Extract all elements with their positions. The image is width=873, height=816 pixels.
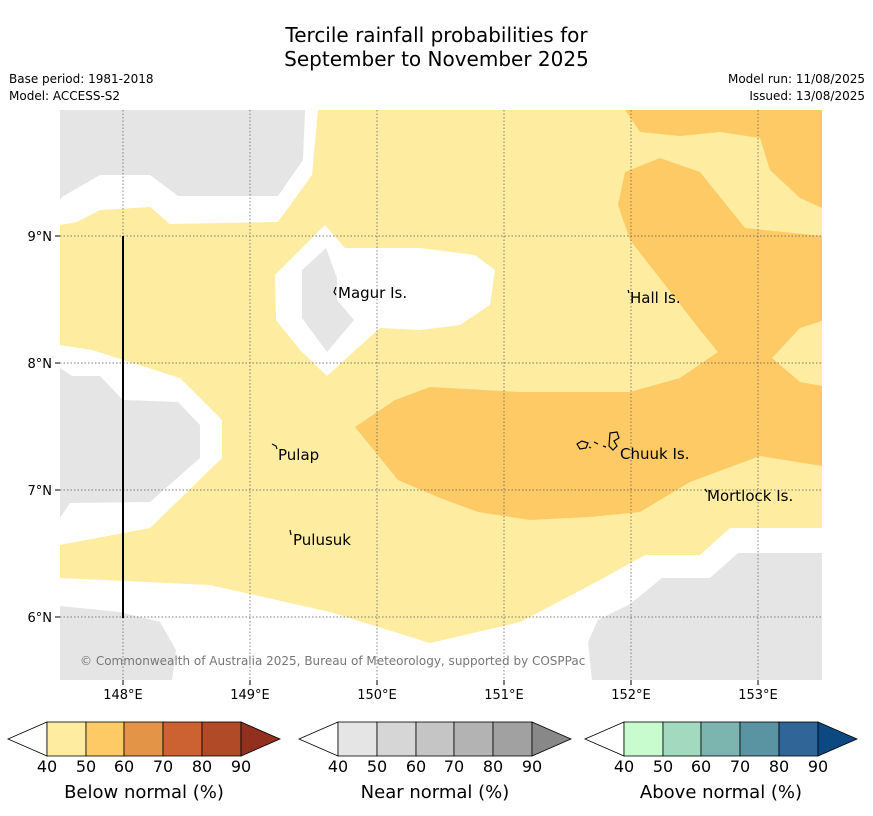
near-normal-west <box>60 368 200 518</box>
issued-date: Issued: 13/08/2025 <box>749 89 865 103</box>
colorbar-below-normal-swatch-3 <box>123 721 164 757</box>
colorbar-near-normal-tick: 50 <box>367 757 387 776</box>
colorbar-above-normal-tick: 90 <box>808 757 828 776</box>
colorbar-below-normal-swatch-1 <box>46 721 87 757</box>
colorbar-near-normal-tick: 40 <box>328 757 348 776</box>
colorbar-above-normal-swatch-5 <box>778 721 819 757</box>
map-panel <box>60 110 822 680</box>
lon-label-151e: 151°E <box>484 688 524 703</box>
colorbar-below-normal: 40 50 60 70 80 90 Below normal (%) <box>6 721 282 803</box>
lat-label-9n: 9°N <box>28 230 53 245</box>
colorbar-near-normal-label: Near normal (%) <box>361 782 510 803</box>
place-label-pulusuk: Pulusuk <box>293 531 351 549</box>
colorbar-above-normal-label: Above normal (%) <box>640 782 802 803</box>
colorbar-near-normal-swatch-4 <box>453 721 494 757</box>
near-normal-southwest <box>60 606 176 680</box>
model-run: Model run: 11/08/2025 <box>727 72 865 86</box>
colorbar-above-normal-tick: 60 <box>691 757 711 776</box>
colorbar-near-normal-lower-extension <box>297 721 339 757</box>
lon-label-153e: 153°E <box>738 688 778 703</box>
lon-label-149e: 149°E <box>230 688 270 703</box>
colorbar-above-normal-tick: 70 <box>730 757 750 776</box>
pulap-island-outline <box>271 443 278 450</box>
below-normal-50-60-chuuk <box>355 158 822 520</box>
colorbar-near-normal-swatch-1 <box>337 721 378 757</box>
colorbar-below-normal-swatch-2 <box>85 721 125 757</box>
colorbar-above-normal-tick: 50 <box>653 757 673 776</box>
colorbar-near-normal-tick: 90 <box>522 757 542 776</box>
lat-label-7n: 7°N <box>28 484 53 499</box>
colorbar-below-normal-swatch-5 <box>201 721 242 757</box>
place-label-pulap: Pulap <box>278 446 319 464</box>
colorbar-above-normal-swatch-3 <box>700 721 741 757</box>
colorbar-near-normal-tick: 60 <box>406 757 426 776</box>
colorbar-near-normal: 40 50 60 70 80 90 Near normal (%) <box>297 721 573 803</box>
colorbar-below-normal-tick: 40 <box>37 757 57 776</box>
place-label-chuuk: Chuuk Is. <box>620 445 689 463</box>
colorbar-near-normal-swatch-3 <box>415 721 455 757</box>
map-title-line2: September to November 2025 <box>284 47 589 71</box>
colorbar-above-normal-lower-extension <box>583 721 625 757</box>
lat-label-6n: 6°N <box>28 611 53 626</box>
copyright-notice: © Commonwealth of Australia 2025, Bureau… <box>80 654 585 668</box>
colorbar-above-normal-tick: 40 <box>614 757 634 776</box>
colorbar-above-normal-swatch-4 <box>739 721 780 757</box>
graticule <box>60 110 822 680</box>
base-period: Base period: 1981-2018 <box>9 72 154 86</box>
colorbar-above-normal-swatch-1 <box>623 721 664 757</box>
magur-island-outline <box>333 286 337 296</box>
colorbar-below-normal-tick: 50 <box>76 757 96 776</box>
near-normal-center <box>302 248 354 352</box>
colorbar-near-normal-tick: 80 <box>483 757 503 776</box>
mortlock-island-outline <box>704 488 708 493</box>
map-title-line1: Tercile rainfall probabilities for <box>285 23 588 47</box>
lon-label-148e: 148°E <box>103 688 143 703</box>
island-outlines <box>271 286 708 536</box>
near-normal-north <box>60 110 305 200</box>
colorbar-near-normal-swatch-5 <box>492 721 533 757</box>
colorbar-above-normal-swatch-2 <box>662 721 702 757</box>
colorbar-near-normal-swatch-2 <box>376 721 417 757</box>
colorbar-below-normal-tick: 90 <box>231 757 251 776</box>
colorbar-near-normal-tick: 70 <box>444 757 464 776</box>
colorbar-below-normal-lower-extension <box>6 721 48 757</box>
colorbar-above-normal-tick: 80 <box>769 757 789 776</box>
lat-label-8n: 8°N <box>28 357 53 372</box>
lon-label-152e: 152°E <box>611 688 651 703</box>
place-label-magur: Magur Is. <box>338 284 407 302</box>
lon-label-150e: 150°E <box>357 688 397 703</box>
place-label-hall: Hall Is. <box>630 289 681 307</box>
hall-island-outline <box>627 289 630 294</box>
colorbar-near-normal-upper-extension <box>531 721 573 757</box>
below-normal-50-60-northeast <box>625 110 822 208</box>
colorbar-below-normal-swatch-4 <box>162 721 203 757</box>
near-normal-southeast <box>588 553 822 680</box>
colorbar-below-normal-tick: 70 <box>153 757 173 776</box>
place-label-mortlock: Mortlock Is. <box>707 487 793 505</box>
colorbar-below-normal-tick: 80 <box>192 757 212 776</box>
colorbar-above-normal: 40 50 60 70 80 90 Above normal (%) <box>583 721 859 803</box>
colorbar-below-normal-tick: 60 <box>114 757 134 776</box>
colorbar-below-normal-label: Below normal (%) <box>64 782 224 803</box>
chuuk-island-outline <box>576 431 620 451</box>
model-name: Model: ACCESS-S2 <box>9 89 121 103</box>
pulusuk-island-outline <box>289 529 292 536</box>
colorbar-below-normal-upper-extension <box>240 721 282 757</box>
colorbar-above-normal-upper-extension <box>817 721 859 757</box>
